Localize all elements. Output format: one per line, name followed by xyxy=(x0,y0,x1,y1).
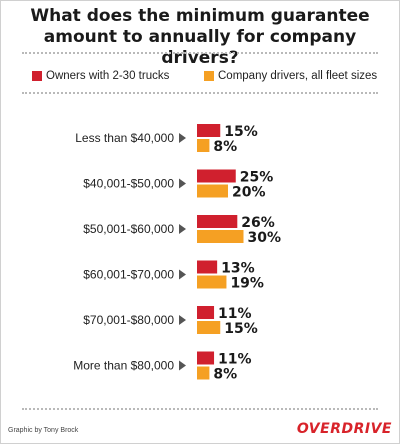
data-label: 8% xyxy=(213,139,237,155)
bar xyxy=(197,275,227,289)
data-label: 15% xyxy=(224,124,258,140)
data-label: 13% xyxy=(221,261,255,277)
bar xyxy=(197,124,221,137)
bottom-dotted-divider xyxy=(22,408,378,410)
data-label: 15% xyxy=(224,321,258,337)
category-label: Less than $40,000 xyxy=(75,131,174,145)
bar xyxy=(197,306,215,319)
bar xyxy=(197,215,238,228)
bar xyxy=(197,184,228,198)
legend-label-company-drivers: Company drivers, all fleet sizes xyxy=(218,70,378,82)
category-pointer-icon xyxy=(179,178,186,189)
category-pointer-icon xyxy=(179,360,186,371)
category-label: $70,001-$80,000 xyxy=(83,313,174,327)
category-label: $60,001-$70,000 xyxy=(83,268,174,282)
bar xyxy=(197,169,236,183)
data-label: 11% xyxy=(218,352,252,368)
category-label: More than $80,000 xyxy=(73,359,174,373)
data-label: 20% xyxy=(232,185,266,201)
overdrive-logo: OVERDRIVE xyxy=(296,421,392,437)
data-label: 26% xyxy=(241,215,275,231)
category-pointer-icon xyxy=(179,315,186,325)
category-label: $50,001-$60,000 xyxy=(83,222,174,236)
category-pointer-icon xyxy=(179,224,186,234)
data-label: 11% xyxy=(218,306,252,322)
bar xyxy=(197,260,218,274)
data-label: 30% xyxy=(248,230,282,246)
legend-label-owners: Owners with 2-30 trucks xyxy=(46,70,170,82)
chart-title-line-1: What does the minimum guarantee xyxy=(30,6,370,26)
data-label: 19% xyxy=(230,276,264,292)
category-pointer-icon xyxy=(179,269,186,280)
bar xyxy=(197,351,215,365)
top-dotted-divider xyxy=(22,52,378,54)
bar xyxy=(197,230,244,243)
graphic-credit: Graphic by Tony Brock xyxy=(8,427,79,434)
category-label: $40,001-$50,000 xyxy=(83,177,174,191)
legend-swatch-owners xyxy=(32,71,42,81)
legend-dotted-divider xyxy=(22,92,378,94)
data-label: 8% xyxy=(213,367,237,383)
bar xyxy=(197,139,210,152)
category-pointer-icon xyxy=(179,133,186,143)
bar xyxy=(197,321,221,334)
legend-swatch-company-drivers xyxy=(204,71,214,81)
bar xyxy=(197,366,210,380)
data-label: 25% xyxy=(240,170,274,186)
